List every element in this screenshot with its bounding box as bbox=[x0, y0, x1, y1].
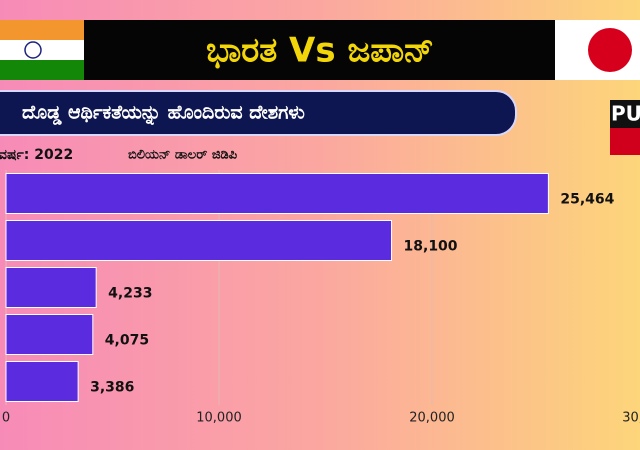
bar bbox=[5, 361, 79, 402]
value-label: 18,100 bbox=[404, 239, 458, 255]
x-tick-label: 20,000 bbox=[409, 411, 455, 426]
title-bar bbox=[84, 20, 555, 80]
subtitle-bar bbox=[0, 90, 517, 136]
year-label: ವರ್ಷ: 2022 bbox=[0, 147, 73, 163]
x-tick-label: 0 bbox=[2, 411, 10, 426]
bar bbox=[5, 314, 94, 355]
value-label: 3,386 bbox=[90, 380, 134, 396]
bar bbox=[5, 220, 393, 261]
value-label: 25,464 bbox=[560, 192, 614, 208]
unit-label: ಬಿಲಿಯನ್ ಡಾಲರ್ ಜಿಡಿಪಿ bbox=[128, 148, 238, 163]
bar bbox=[5, 267, 97, 308]
logo-stripe bbox=[610, 128, 640, 155]
subtitle: ದೊಡ್ಡ ಆರ್ಥಿಕತೆಯನ್ನು ಹೊಂದಿರುವ ದೇಶಗಳು bbox=[22, 102, 305, 127]
japan-flag bbox=[555, 20, 640, 80]
value-label: 4,233 bbox=[108, 286, 152, 302]
chart-title: ಭಾರತ Vs ಜಪಾನ್ bbox=[206, 31, 434, 71]
bars: 25,464 18,100 4,233 4,075 3,386 bbox=[5, 173, 615, 402]
x-tick-label: 30,000 bbox=[622, 411, 640, 426]
bar bbox=[5, 173, 549, 214]
india-flag bbox=[0, 20, 84, 80]
logo: PU bbox=[611, 102, 640, 126]
value-label: 4,075 bbox=[105, 333, 149, 349]
x-tick-label: 10,000 bbox=[196, 411, 242, 426]
